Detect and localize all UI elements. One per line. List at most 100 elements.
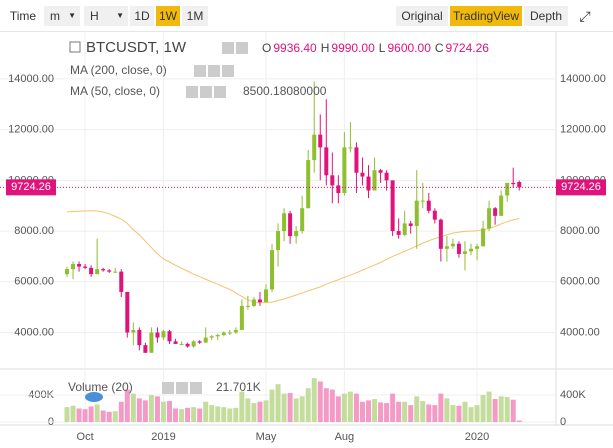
gear-icon[interactable]: [200, 86, 212, 98]
volume-bar: [299, 396, 305, 422]
candle-body: [438, 219, 443, 249]
eye-icon[interactable]: [222, 42, 234, 54]
volume-bar: [275, 384, 281, 422]
close-icon[interactable]: [214, 86, 226, 98]
candle-body: [505, 182, 510, 196]
view-button[interactable]: TradingView: [450, 6, 522, 26]
last-price-label: 9724.26: [561, 181, 601, 193]
candle-body: [125, 291, 130, 333]
eye-icon[interactable]: [186, 86, 198, 98]
volume-bar: [347, 391, 353, 422]
price-tag: [6, 179, 56, 196]
candle-body: [294, 231, 299, 237]
candle-body: [336, 185, 341, 194]
candle-body: [257, 299, 262, 303]
candle-body: [155, 332, 160, 338]
x-tick-label: May: [256, 431, 277, 443]
candle-body: [372, 170, 377, 191]
candle-body: [420, 200, 425, 202]
volume-bar: [82, 409, 88, 422]
volume-bar: [233, 407, 239, 422]
volume-bar: [94, 404, 100, 422]
volume-bar: [179, 409, 185, 422]
candle-body: [462, 251, 467, 254]
x-tick-label: 2019: [151, 431, 175, 443]
minute-select[interactable]: m ▼: [44, 6, 80, 26]
gear-icon[interactable]: [176, 382, 188, 394]
candle-body: [113, 271, 118, 273]
candle-body: [330, 175, 335, 186]
candle-body: [71, 264, 76, 270]
legend: BTCUSDT, 1W O 9936.40 H 9990.00 L 9600.00 C 972…: [68, 39, 489, 394]
volume-bar: [227, 408, 233, 422]
candle-body: [233, 329, 238, 333]
symbol: BTCUSDT, 1W: [86, 39, 187, 56]
candle-body: [378, 170, 383, 173]
hour-select[interactable]: H ▼: [84, 6, 128, 26]
volume-bar: [414, 396, 420, 422]
volume-bar: [305, 388, 311, 422]
close-icon[interactable]: [222, 65, 234, 77]
volume-bar: [450, 405, 456, 422]
volume-bar: [293, 398, 299, 422]
candle-body: [119, 271, 124, 292]
candle-body: [384, 172, 389, 181]
volume-bar: [420, 401, 426, 422]
interval-button[interactable]: 1M: [182, 6, 208, 26]
view-button[interactable]: Depth: [524, 6, 568, 26]
candle-body: [450, 243, 455, 247]
volume-bar: [317, 381, 323, 422]
x-tick-label: Oct: [77, 431, 94, 443]
volume-tick-label: 400K: [560, 389, 586, 401]
volume-bar: [402, 401, 408, 422]
eye-icon[interactable]: [194, 65, 206, 77]
volume-bar: [287, 392, 293, 422]
candle-body: [318, 134, 323, 148]
y-tick-label: 6000.00: [560, 276, 600, 288]
volume-bar: [444, 398, 450, 422]
ohlc: O 9936.40 H 9990.00 L 9600.00 C 9724.26: [262, 41, 489, 55]
candle-body: [143, 345, 148, 353]
candle-body: [161, 331, 166, 338]
volume-bar: [269, 389, 275, 422]
candle-body: [517, 181, 522, 188]
gear-icon[interactable]: [208, 65, 220, 77]
candle-body: [185, 343, 190, 347]
candle-body: [414, 200, 419, 226]
candle-body: [426, 200, 431, 211]
gear-icon[interactable]: [236, 42, 248, 54]
interval-button[interactable]: 1D: [130, 6, 154, 26]
candle-body: [95, 269, 100, 275]
volume-bar: [263, 400, 269, 422]
y-tick-label: 14000.00: [560, 73, 606, 85]
candle-body: [149, 332, 154, 353]
interval-button[interactable]: 1W: [156, 6, 180, 26]
y-tick-label: 4000.00: [560, 326, 600, 338]
candle-body: [167, 331, 172, 342]
volume-bar: [468, 407, 474, 422]
volume-bar: [408, 405, 414, 422]
volume-bar: [311, 378, 317, 422]
candle-body: [511, 182, 516, 185]
candle-body: [179, 343, 184, 345]
volume-bar: [173, 408, 179, 422]
candle-body: [354, 147, 359, 173]
fullscreen-button[interactable]: ⤢: [572, 6, 598, 26]
ohlc-key: L: [379, 41, 386, 55]
close-icon[interactable]: [190, 382, 202, 394]
candle-body: [83, 266, 88, 268]
y-tick-label: 6000.00: [14, 276, 54, 288]
volume-bar: [76, 408, 82, 422]
volume-bar: [88, 406, 94, 422]
candle-body: [469, 248, 474, 252]
volume-bar: [366, 400, 371, 422]
collapse-icon[interactable]: [69, 41, 81, 53]
candle-body: [137, 329, 142, 346]
candle-body: [499, 195, 504, 216]
candle-body: [276, 231, 281, 251]
candle-body: [396, 231, 401, 235]
eye-icon[interactable]: [162, 382, 174, 394]
view-button[interactable]: Original: [396, 6, 448, 26]
candle-body: [312, 134, 317, 161]
toolbar: Time m ▼ H ▼ 1D 1W 1M Original TradingView…: [0, 0, 613, 32]
